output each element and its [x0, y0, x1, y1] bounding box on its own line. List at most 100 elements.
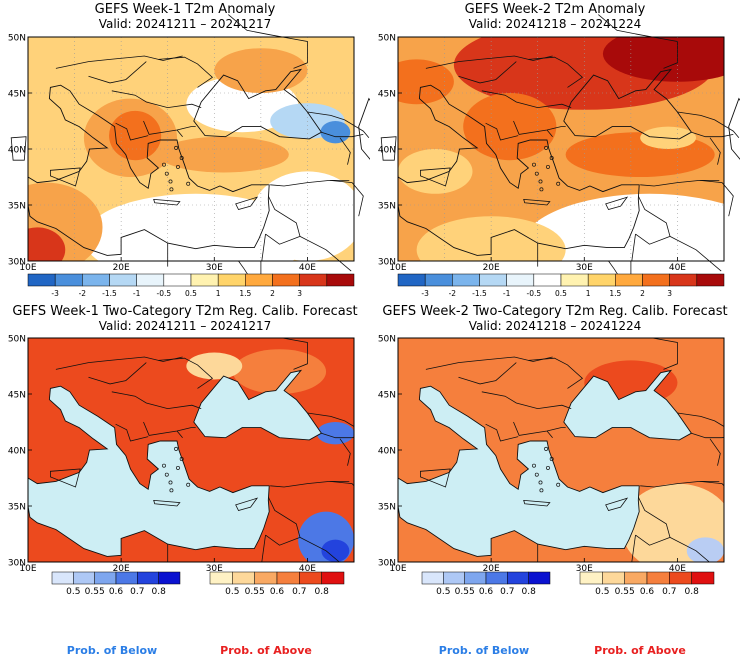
aegean-island	[534, 472, 539, 477]
latitude-tick-label: 30N	[8, 559, 26, 569]
colorbar-swatch	[533, 273, 562, 287]
colorbar-tick-label: 0.5	[436, 587, 450, 597]
colorbar-tick-label: -1	[133, 289, 141, 298]
prob-above-caption: Prob. of Above	[594, 644, 686, 657]
colorbar-swatch	[602, 571, 625, 585]
aegean-island	[556, 482, 561, 487]
black-sea	[563, 68, 693, 140]
country-border	[528, 357, 584, 389]
colorbar-swatch	[464, 571, 487, 585]
longitude-tick-label: 10E	[19, 263, 36, 273]
latitude-tick-label: 40N	[378, 447, 396, 457]
colorbar-tick-label: -0.5	[157, 289, 172, 298]
country-border	[458, 362, 517, 385]
country-border	[425, 55, 553, 69]
colorbar-tick-label: 0.8	[315, 587, 330, 597]
anomaly-colorbar: -3 -2 -1.5 -1 -0.5 0.5 1 1.5 2 3	[397, 273, 725, 298]
country-border	[176, 129, 183, 137]
colorbar-swatch	[642, 273, 670, 287]
colorbar-swatch	[299, 273, 328, 287]
country-border	[677, 412, 724, 427]
country-border	[631, 535, 636, 562]
aegean-island	[538, 480, 543, 485]
latitude-tick-label: 50N	[8, 335, 26, 345]
aegean-island	[162, 463, 166, 468]
colorbar-tick-label: 0.7	[662, 587, 676, 597]
aegean-island	[186, 482, 191, 487]
aegean-island	[538, 179, 543, 184]
longitude-tick-label: 40E	[669, 564, 686, 574]
colorbar-tick-label: 2	[640, 289, 645, 298]
latitude-tick-label: 30N	[378, 559, 396, 569]
panel-week2-anomaly: GEFS Week-2 T2m Anomaly Valid: 20241218 …	[370, 0, 740, 300]
prob-below-caption: Prob. of Below	[438, 644, 530, 657]
colorbar-tick-label: 1.5	[239, 289, 251, 298]
country-border	[321, 432, 354, 439]
below-region	[686, 537, 724, 562]
colorbar-swatch	[507, 571, 529, 585]
country-border	[669, 537, 710, 562]
sardinia-island	[380, 136, 397, 161]
aegean-island	[544, 145, 549, 150]
colorbar-tick-label: 0.8	[685, 587, 700, 597]
latitude-tick-label: 50N	[378, 34, 396, 44]
country-border	[699, 481, 724, 487]
panel-valid-dates: Valid: 20241211 – 20241217	[98, 17, 272, 31]
panel-valid-dates: Valid: 20241211 – 20241217	[98, 319, 272, 333]
country-border	[640, 480, 720, 488]
latitude-tick-label: 30N	[8, 258, 26, 268]
country-border	[111, 90, 202, 109]
colorbar-swatch	[326, 273, 355, 287]
caspian-sea	[728, 97, 740, 160]
panel-week2-probability: GEFS Week-2 Two-Category T2m Reg. Calib.…	[370, 300, 740, 662]
latitude-tick-label: 45N	[378, 391, 396, 401]
colorbar-swatch	[321, 571, 345, 585]
colorbar-tick-label: 0.55	[455, 587, 475, 597]
below-region	[321, 539, 350, 562]
colorbar-swatch	[624, 571, 648, 585]
aegean-island	[162, 162, 166, 167]
colorbar-tick-label: 0.6	[109, 587, 124, 597]
country-border	[677, 111, 740, 139]
geography-layer	[398, 338, 724, 562]
colorbar-swatch	[136, 273, 165, 287]
colorbar-swatch	[397, 273, 426, 287]
country-border	[265, 195, 301, 245]
colorbar-swatch	[272, 273, 300, 287]
anomaly-region	[463, 93, 557, 161]
country-border	[329, 481, 354, 487]
geography-layer	[380, 14, 740, 284]
below-probability-colorbar: 0.5 0.55 0.6 0.7 0.8	[51, 571, 181, 597]
colorbar-tick-label: 0.5	[555, 289, 567, 298]
mediterranean-sea	[27, 84, 270, 256]
anomaly-region	[214, 48, 308, 93]
aegean-island	[186, 181, 191, 186]
colorbar-tick-label: -2	[449, 289, 457, 298]
sicily-island	[50, 167, 81, 187]
country-border	[270, 179, 350, 187]
colorbar-swatch	[54, 273, 83, 287]
colorbar-tick-label: 0.8	[522, 587, 537, 597]
colorbar-tick-label: -2	[79, 289, 87, 298]
colorbar-tick-label: -3	[421, 289, 429, 298]
country-border	[425, 356, 553, 370]
colorbar-swatch	[646, 571, 670, 585]
colorbar-tick-label: -1	[503, 289, 511, 298]
colorbar-swatch	[696, 273, 725, 287]
longitude-tick-label: 10E	[389, 564, 406, 574]
latitude-tick-label: 40N	[8, 146, 26, 156]
colorbar-swatch	[232, 571, 255, 585]
country-border	[669, 236, 722, 272]
country-border	[280, 338, 308, 370]
latitude-tick-label: 40N	[378, 146, 396, 156]
longitude-tick-label: 30E	[206, 564, 223, 574]
sicily-island	[50, 468, 81, 488]
colorbar-tick-label: -3	[51, 289, 59, 298]
colorbar-tick-label: 0.5	[185, 289, 197, 298]
colorbar-swatch	[669, 571, 692, 585]
